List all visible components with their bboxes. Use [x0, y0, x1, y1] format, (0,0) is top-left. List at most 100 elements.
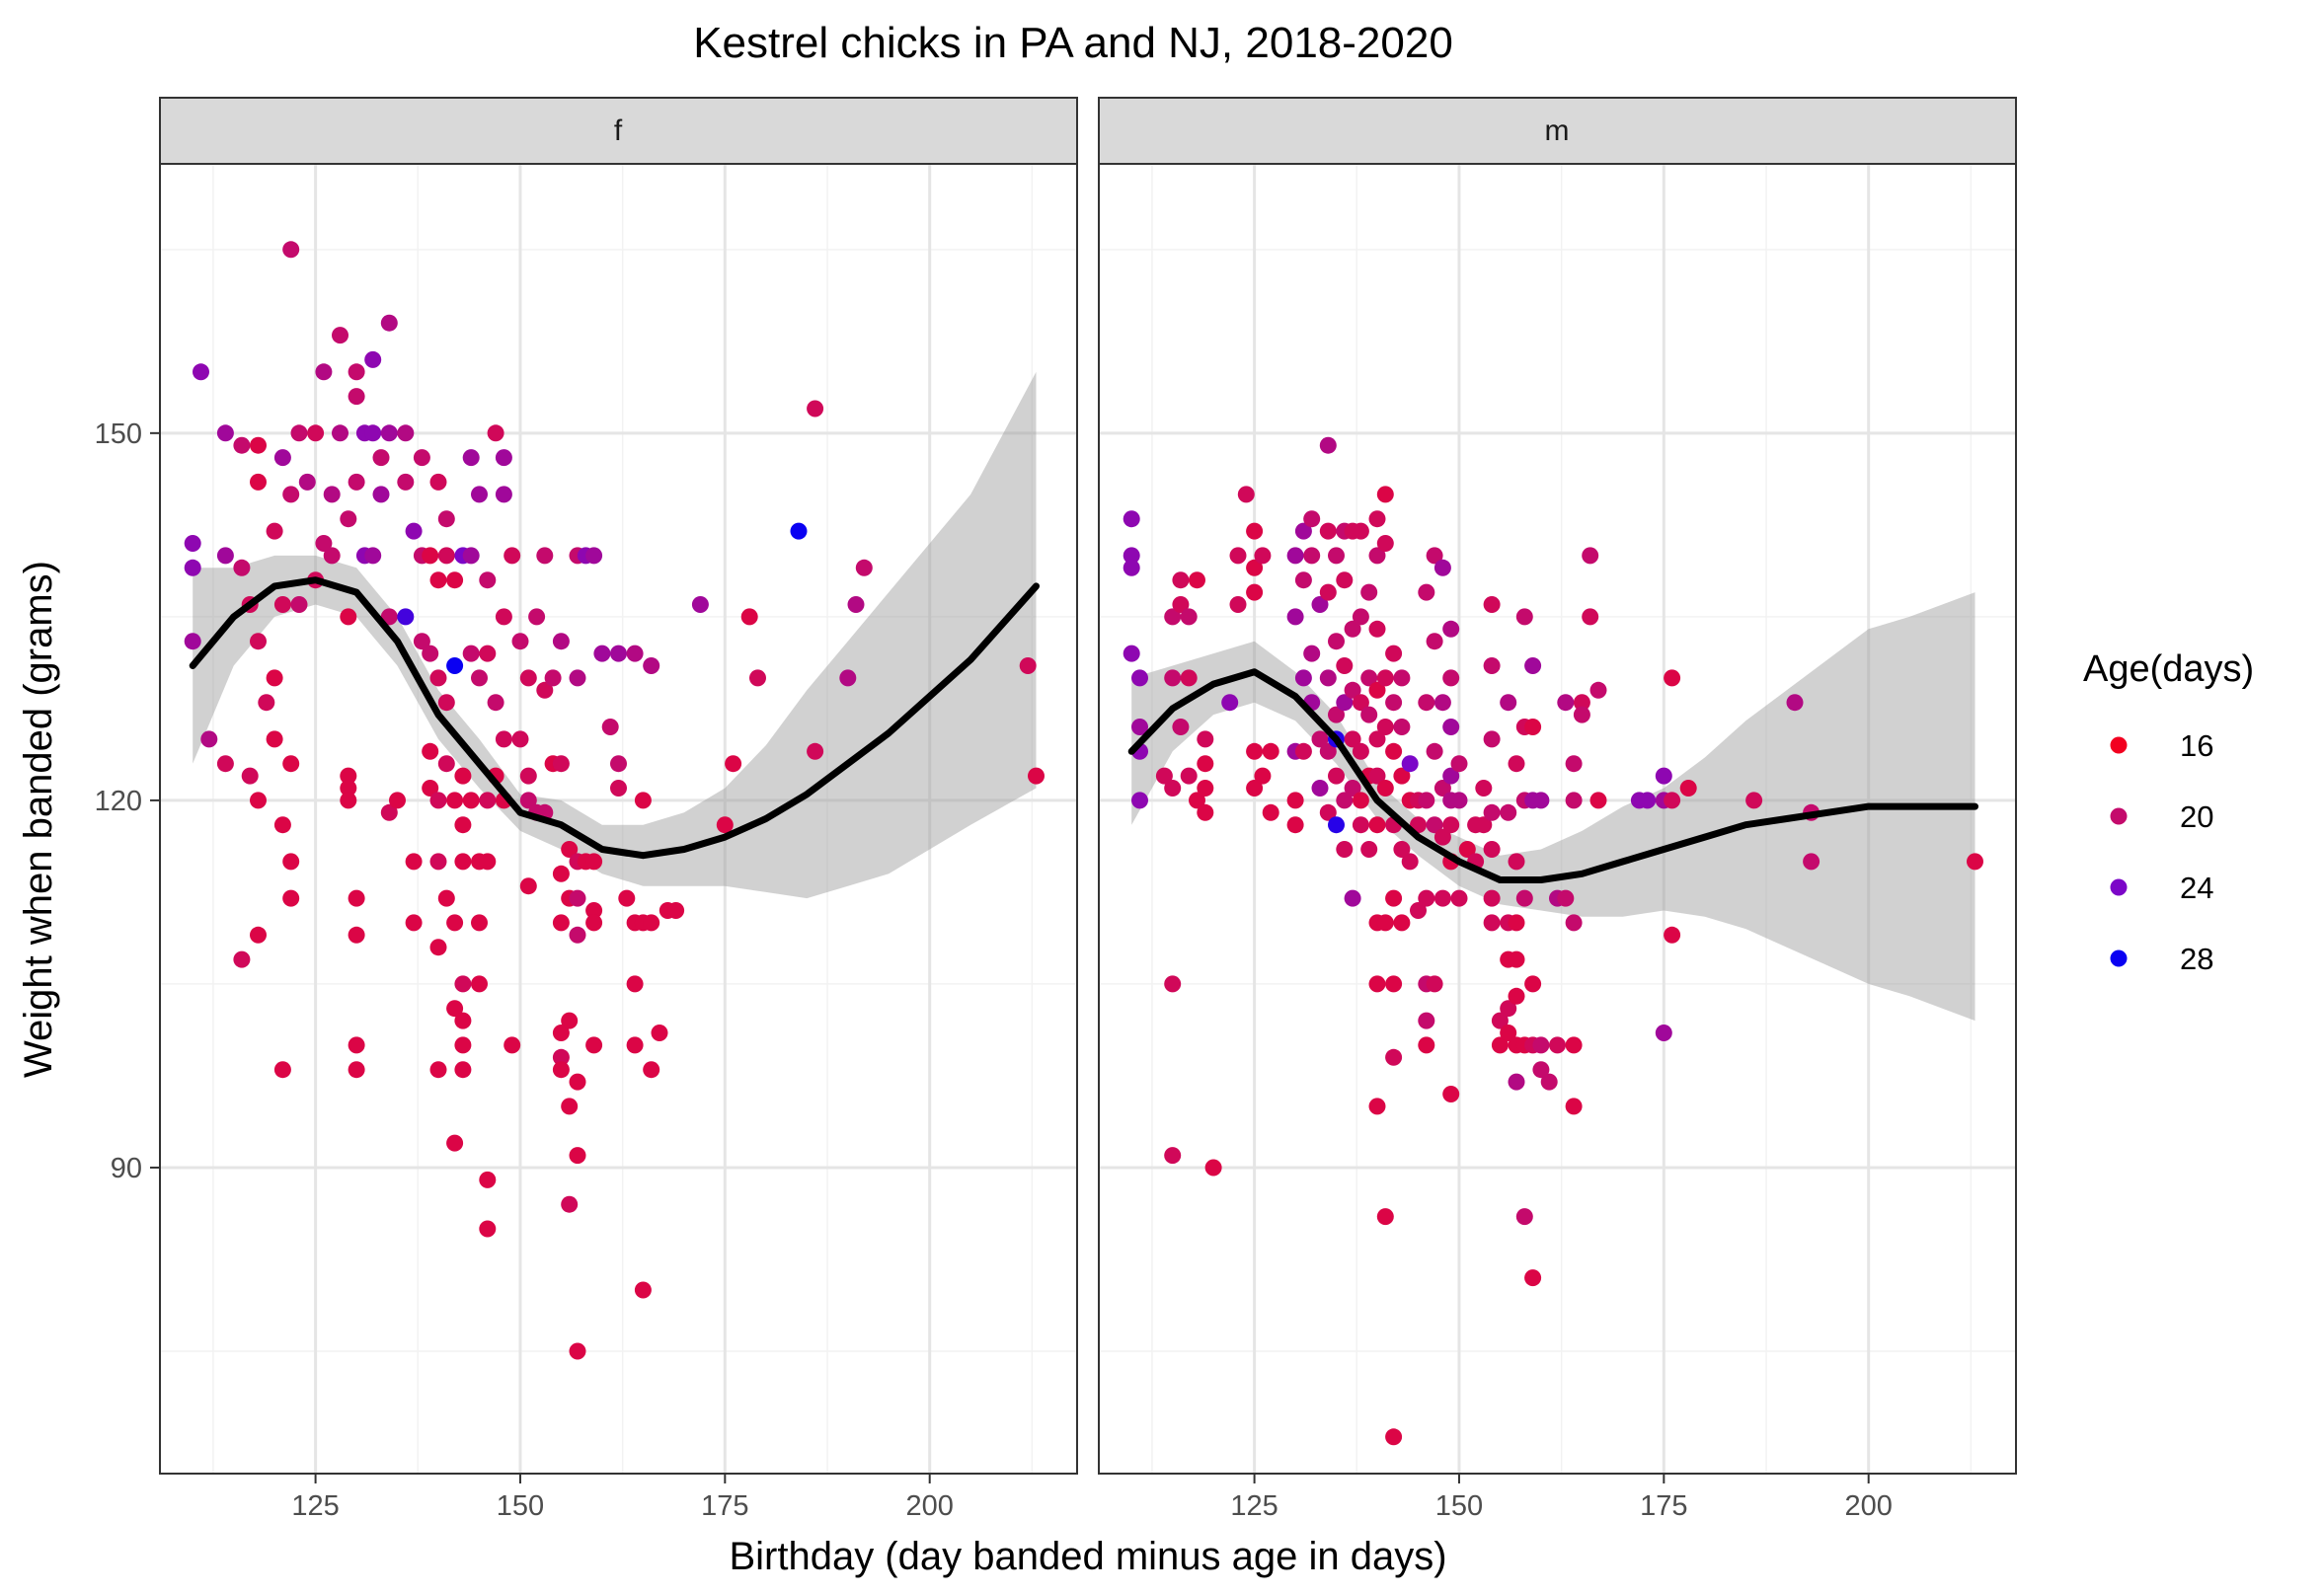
data-point — [626, 975, 644, 993]
data-point — [1189, 571, 1205, 589]
data-point — [282, 853, 300, 871]
data-point — [437, 694, 455, 712]
data-point — [437, 889, 455, 907]
x-tick-label: 150 — [1435, 1490, 1483, 1522]
data-point — [266, 730, 283, 748]
data-point — [429, 473, 447, 491]
data-point — [405, 914, 423, 932]
data-point — [1433, 889, 1451, 907]
data-point — [1294, 742, 1312, 760]
data-point — [233, 559, 251, 576]
x-tick-label: 175 — [1640, 1490, 1687, 1522]
data-point — [1328, 767, 1345, 785]
data-point — [1164, 780, 1182, 797]
data-point — [241, 767, 259, 785]
data-point — [1385, 742, 1403, 760]
data-point — [585, 902, 603, 919]
data-point — [471, 669, 488, 687]
data-point — [1532, 792, 1550, 809]
data-point — [643, 914, 660, 932]
data-point — [1164, 1147, 1182, 1165]
data-point — [1197, 803, 1214, 821]
data-point — [585, 1036, 603, 1054]
data-point — [471, 486, 488, 503]
legend-label: 24 — [2180, 871, 2213, 905]
data-point — [1311, 596, 1329, 613]
data-point — [422, 645, 439, 662]
data-point — [610, 780, 627, 797]
data-point — [1442, 669, 1460, 687]
data-point — [1573, 706, 1590, 723]
data-point — [1393, 914, 1411, 932]
data-point — [1385, 1048, 1403, 1066]
data-point — [561, 1012, 579, 1029]
panel-m-border — [1098, 163, 2017, 1475]
chart-title: Kestrel chicks in PA and NJ, 2018-2020 — [693, 19, 1453, 67]
data-point — [273, 1061, 291, 1079]
data-point — [290, 424, 308, 442]
data-point — [1319, 803, 1337, 821]
data-point — [1294, 571, 1312, 589]
data-point — [1508, 950, 1525, 968]
data-point — [691, 596, 709, 613]
data-point — [1262, 742, 1279, 760]
x-tick-label: 200 — [906, 1490, 954, 1522]
data-point — [282, 755, 300, 773]
data-point — [504, 547, 521, 565]
data-point — [1328, 633, 1345, 650]
data-point — [1155, 767, 1173, 785]
data-point — [380, 424, 398, 442]
data-point — [536, 681, 554, 699]
data-point — [1303, 510, 1321, 528]
data-point — [1131, 669, 1148, 687]
data-point — [495, 608, 512, 626]
panel-f-strip-label: f — [614, 114, 623, 147]
data-point — [1286, 816, 1304, 834]
data-point — [716, 816, 734, 834]
data-point — [266, 669, 283, 687]
data-point — [1204, 1159, 1222, 1177]
data-point — [372, 449, 390, 467]
data-point — [332, 327, 349, 344]
data-point — [651, 1025, 668, 1041]
data-point — [307, 424, 325, 442]
data-point — [1589, 681, 1607, 699]
data-point — [1319, 583, 1337, 601]
data-point — [1418, 583, 1435, 601]
data-point — [1294, 669, 1312, 687]
data-point — [290, 596, 308, 613]
data-point — [1336, 657, 1354, 674]
data-point — [511, 633, 529, 650]
data-point — [1164, 608, 1182, 626]
data-point — [250, 436, 267, 454]
legend-label: 28 — [2180, 942, 2213, 976]
data-point — [413, 633, 430, 650]
panel-m-background — [1099, 164, 2016, 1474]
data-point — [1491, 1036, 1509, 1054]
data-point — [1336, 841, 1354, 858]
data-point — [454, 1036, 472, 1054]
data-point — [1197, 755, 1214, 773]
data-point — [1557, 889, 1575, 907]
data-point — [1360, 706, 1378, 723]
x-axis-title: Birthday (day banded minus age in days) — [729, 1535, 1446, 1578]
data-point — [1655, 1025, 1672, 1041]
data-point — [807, 742, 824, 760]
data-point — [429, 669, 447, 687]
data-point — [471, 914, 488, 932]
data-point — [1483, 730, 1501, 748]
legend-key — [2110, 736, 2128, 754]
data-point — [1368, 767, 1386, 785]
data-point — [193, 363, 209, 381]
data-point — [643, 657, 660, 674]
data-point — [1483, 841, 1501, 858]
data-point — [1254, 767, 1272, 785]
data-point — [1344, 889, 1361, 907]
data-point — [1515, 608, 1533, 626]
data-point — [1557, 694, 1575, 712]
legend-label: 16 — [2180, 728, 2213, 763]
data-point — [250, 926, 267, 944]
data-point — [422, 742, 439, 760]
data-point — [1433, 694, 1451, 712]
data-point — [1328, 706, 1345, 723]
